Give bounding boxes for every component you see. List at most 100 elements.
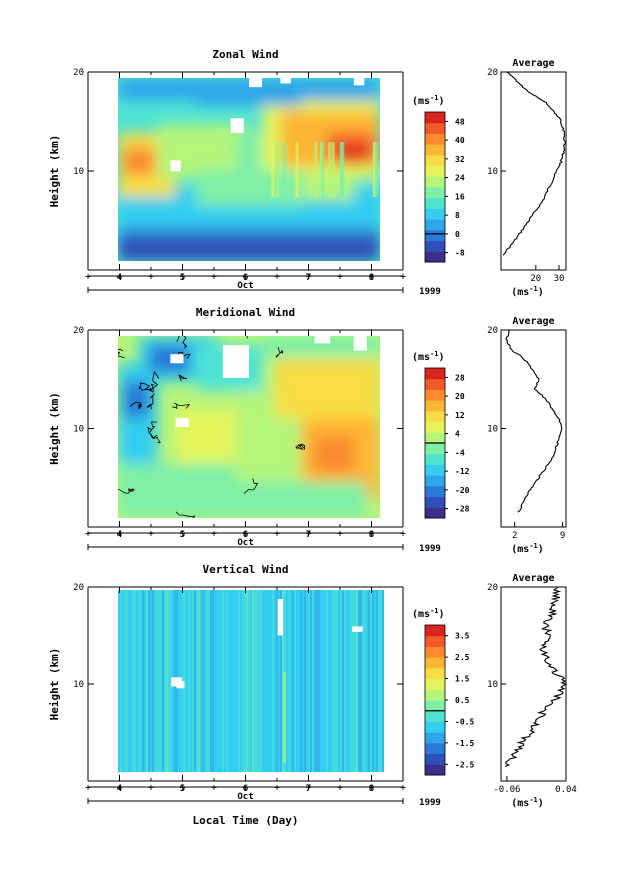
heatmap-stripe <box>334 590 336 772</box>
heatmap-stripe <box>198 590 200 772</box>
heatmap-stripe <box>326 590 328 772</box>
colorbar-frame <box>424 111 446 263</box>
heatmap-stripe <box>188 590 190 772</box>
heatmap-stripe <box>162 590 164 772</box>
heatmap-stripe <box>270 590 272 772</box>
day-marker: + <box>305 272 311 283</box>
heatmap-stripe <box>242 590 244 772</box>
heatmap-stripe <box>190 590 192 772</box>
average-x-tick-label: 30 <box>554 274 565 284</box>
day-marker: + <box>211 783 217 794</box>
colorbar-tick-label: -1.5 <box>455 739 474 748</box>
heatmap-stripe <box>374 590 376 772</box>
day-marker: + <box>85 272 91 283</box>
x-tick-label: 5 <box>180 530 185 540</box>
colorbar-tick-label: 8 <box>455 211 460 220</box>
colorbar-tick-label: 12 <box>455 411 465 420</box>
heatmap-cell <box>235 132 263 170</box>
colorbar-segment <box>425 453 445 465</box>
heatmap-stripe <box>356 590 358 772</box>
heatmap-cell <box>314 436 354 473</box>
missing-data <box>176 681 185 689</box>
heatmap-field <box>118 336 380 518</box>
colorbar-unit: (ms-1) <box>412 94 445 107</box>
contour-line <box>275 347 284 358</box>
colorbar-segment <box>425 764 445 776</box>
heatmap-stripe <box>160 590 162 772</box>
y-tick-label: 10 <box>73 425 84 435</box>
heatmap-stripe <box>226 590 228 772</box>
average-x-tick-label: 2 <box>512 531 517 541</box>
heatmap-stripe <box>308 590 310 772</box>
x-tick-label: 4 <box>117 784 123 794</box>
heatmap-stripe <box>380 590 382 772</box>
contour-line <box>139 382 153 391</box>
heatmap-stripe <box>126 590 128 772</box>
day-marker: + <box>242 272 248 283</box>
day-marker: + <box>116 783 122 794</box>
heatmap-stripe <box>362 590 364 772</box>
colorbar-segment <box>425 443 445 455</box>
heatmap-blobs <box>118 336 380 518</box>
colorbar-segment <box>425 700 445 712</box>
heatmap-field <box>118 590 384 772</box>
colorbar-tick-label: -8 <box>455 249 465 258</box>
missing-data <box>353 78 365 86</box>
colorbar-segment <box>425 197 445 209</box>
colorbar-tick-label: 16 <box>455 192 465 201</box>
day-marker: + <box>179 529 185 540</box>
average-x-tick-label: 9 <box>560 531 565 541</box>
heatmap-stripe <box>320 142 324 197</box>
contour-line <box>129 401 142 410</box>
colorbar-tick-label: 2.5 <box>455 653 470 662</box>
contour-line <box>244 478 259 494</box>
colorbar-segment <box>425 475 445 487</box>
heatmap-stripe <box>352 590 354 772</box>
average-profile-line <box>504 586 568 768</box>
heatmap-stripe <box>328 590 330 772</box>
colorbar-segment <box>425 464 445 476</box>
colorbar-tick-label: 20 <box>455 392 465 401</box>
colorbar-segment <box>425 625 445 637</box>
heatmap-cell <box>262 336 380 358</box>
colorbar-unit: (ms-1) <box>412 350 445 363</box>
heatmap-stripe <box>232 590 234 772</box>
average-x-label: (ms-1) <box>511 796 544 809</box>
colorbar-tick-label: 32 <box>455 155 465 164</box>
colorbar-segment <box>425 208 445 220</box>
average-profile-line <box>505 329 563 513</box>
missing-data <box>170 160 181 172</box>
colorbar-segment <box>425 368 445 380</box>
heatmap-stripe <box>372 142 376 197</box>
heatmap-stripe <box>124 590 126 772</box>
heatmap-stripe <box>341 142 345 197</box>
contour-line <box>149 433 161 444</box>
heatmap-stripe <box>260 590 262 772</box>
heatmap-stripe <box>134 590 136 772</box>
day-marker: + <box>116 272 122 283</box>
colorbar-segment <box>425 496 445 508</box>
average-y-tick-label: 20 <box>487 68 498 78</box>
colorbar-segment <box>425 657 445 669</box>
heatmap-stripe <box>295 142 299 197</box>
heatmap-stripe <box>274 590 276 772</box>
x-tick-label: 8 <box>369 273 374 283</box>
heatmap-stripe <box>208 590 210 772</box>
day-marker: + <box>116 529 122 540</box>
colorbar-segment <box>425 742 445 755</box>
heatmap-stripe <box>318 590 320 772</box>
colorbar-segment <box>425 251 445 263</box>
average-y-tick-label: 10 <box>487 425 498 435</box>
heatmap-stripe <box>366 590 368 772</box>
colorbar-segment <box>425 378 445 390</box>
day-marker: + <box>242 783 248 794</box>
heatmap-stripe <box>338 590 340 772</box>
heatmap-stripe <box>271 142 275 197</box>
heatmap-stripe <box>184 590 186 772</box>
panel-title: Meridional Wind <box>196 306 295 319</box>
heatmap-stripe <box>234 590 236 772</box>
missing-data <box>249 78 263 88</box>
average-x-label: (ms-1) <box>511 285 544 298</box>
missing-data <box>352 626 363 632</box>
heatmap-stripe <box>282 142 286 197</box>
